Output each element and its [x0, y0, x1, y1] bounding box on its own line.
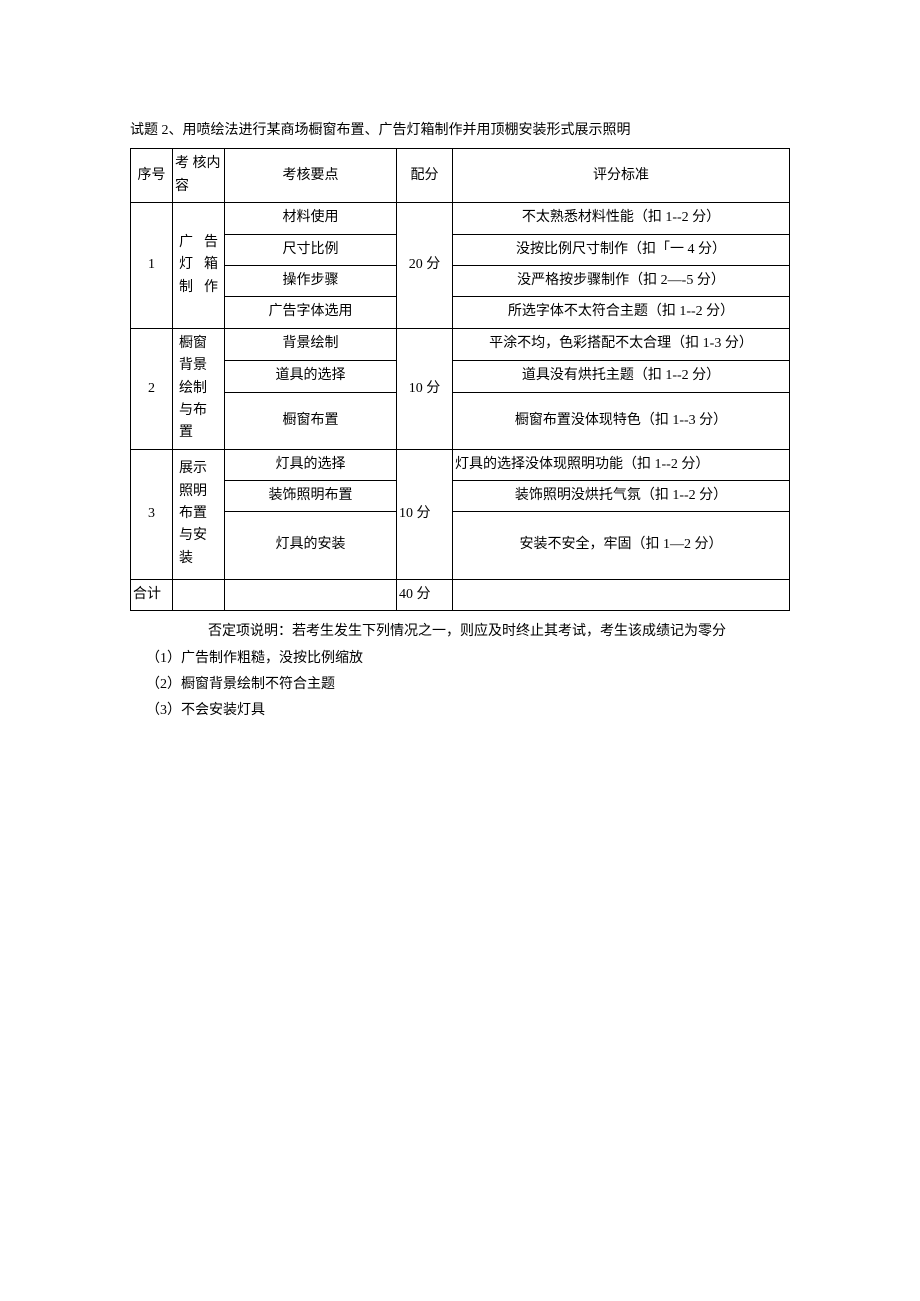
th-score: 配分 [397, 149, 453, 203]
table-row: 装饰照明布置 装饰照明没烘托气氛（扣 1--2 分） [131, 481, 790, 512]
cell-standard: 橱窗布置没体现特色（扣 1--3 分） [453, 392, 790, 449]
cell-content: 广 告灯 箱制作 [173, 203, 225, 329]
cell-point: 道具的选择 [225, 360, 397, 392]
table-footer-row: 合计 40 分 [131, 579, 790, 610]
cell-content: 展示照明布置与安装 [173, 449, 225, 579]
table-row: 3 展示照明布置与安装 灯具的选择 10 分 灯具的选择没体现照明功能（扣 1-… [131, 449, 790, 480]
notes-item: （3）不会安装灯具 [146, 700, 790, 722]
cell-score: 10 分 [397, 328, 453, 449]
cell-seq: 1 [131, 203, 173, 329]
cell-standard: 安装不安全，牢固（扣 1—2 分） [453, 512, 790, 579]
notes-item: （2）橱窗背景绘制不符合主题 [146, 674, 790, 696]
cell-seq: 3 [131, 449, 173, 579]
notes: 否定项说明：若考生发生下列情况之一，则应及时终止其考试，考生该成绩记为零分 （1… [130, 621, 790, 723]
footer-score: 40 分 [397, 579, 453, 610]
th-point: 考核要点 [225, 149, 397, 203]
table-row: 尺寸比例 没按比例尺寸制作（扣「一 4 分） [131, 234, 790, 265]
cell-content: 橱窗背景绘制与布置 [173, 328, 225, 449]
cell-point: 材料使用 [225, 203, 397, 234]
notes-lead: 否定项说明：若考生发生下列情况之一，则应及时终止其考试，考生该成绩记为零分 [180, 621, 790, 643]
th-content: 考 核内容 [173, 149, 225, 203]
cell-standard: 没按比例尺寸制作（扣「一 4 分） [453, 234, 790, 265]
table-row: 2 橱窗背景绘制与布置 背景绘制 10 分 平涂不均，色彩搭配不太合理（扣 1-… [131, 328, 790, 360]
cell-point: 橱窗布置 [225, 392, 397, 449]
cell-seq: 2 [131, 328, 173, 449]
table-row: 橱窗布置 橱窗布置没体现特色（扣 1--3 分） [131, 392, 790, 449]
footer-empty [453, 579, 790, 610]
table-row: 广告字体选用 所选字体不太符合主题（扣 1--2 分） [131, 297, 790, 328]
score-table: 序号 考 核内容 考核要点 配分 评分标准 1 广 告灯 箱制作 材料使用 20… [130, 148, 790, 611]
cell-point: 背景绘制 [225, 328, 397, 360]
cell-point: 装饰照明布置 [225, 481, 397, 512]
cell-point: 尺寸比例 [225, 234, 397, 265]
table-row: 道具的选择 道具没有烘托主题（扣 1--2 分） [131, 360, 790, 392]
footer-empty [173, 579, 225, 610]
cell-score: 10 分 [397, 449, 453, 579]
cell-point: 灯具的安装 [225, 512, 397, 579]
cell-standard: 平涂不均，色彩搭配不太合理（扣 1-3 分） [453, 328, 790, 360]
footer-label: 合计 [131, 579, 173, 610]
footer-empty [225, 579, 397, 610]
cell-standard: 没严格按步骤制作（扣 2—-5 分） [453, 265, 790, 296]
title: 试题 2、用喷绘法进行某商场橱窗布置、广告灯箱制作并用顶棚安装形式展示照明 [130, 120, 790, 142]
table-row: 灯具的安装 安装不安全，牢固（扣 1—2 分） [131, 512, 790, 579]
notes-item: （1）广告制作粗糙，没按比例缩放 [146, 648, 790, 670]
cell-score: 20 分 [397, 203, 453, 329]
th-seq: 序号 [131, 149, 173, 203]
cell-standard: 道具没有烘托主题（扣 1--2 分） [453, 360, 790, 392]
cell-standard: 不太熟悉材料性能（扣 1--2 分） [453, 203, 790, 234]
cell-standard: 所选字体不太符合主题（扣 1--2 分） [453, 297, 790, 328]
th-standard: 评分标准 [453, 149, 790, 203]
cell-standard: 灯具的选择没体现照明功能（扣 1--2 分） [453, 449, 790, 480]
cell-standard: 装饰照明没烘托气氛（扣 1--2 分） [453, 481, 790, 512]
cell-point: 广告字体选用 [225, 297, 397, 328]
table-header-row: 序号 考 核内容 考核要点 配分 评分标准 [131, 149, 790, 203]
table-row: 1 广 告灯 箱制作 材料使用 20 分 不太熟悉材料性能（扣 1--2 分） [131, 203, 790, 234]
table-row: 操作步骤 没严格按步骤制作（扣 2—-5 分） [131, 265, 790, 296]
cell-point: 操作步骤 [225, 265, 397, 296]
cell-point: 灯具的选择 [225, 449, 397, 480]
